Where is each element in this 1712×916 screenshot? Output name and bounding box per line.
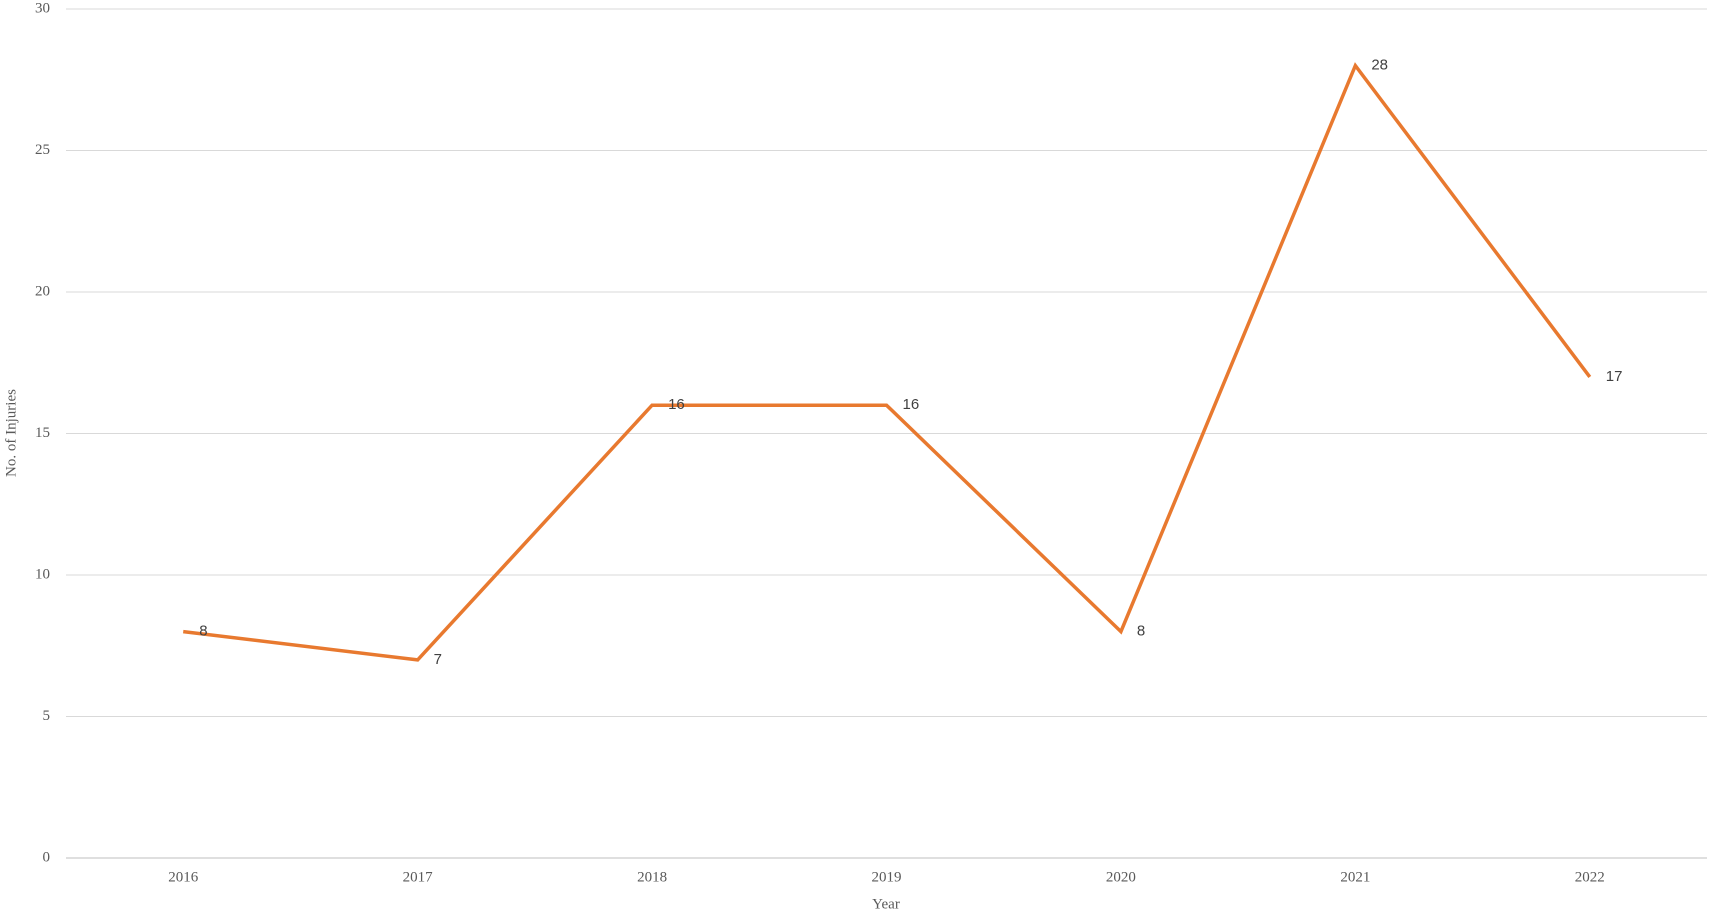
x-tick-label: 2021 <box>1340 869 1370 885</box>
data-label: 16 <box>903 396 920 413</box>
data-label: 17 <box>1606 368 1623 385</box>
data-label: 7 <box>434 651 442 668</box>
x-tick-label: 2022 <box>1575 869 1605 885</box>
x-axis-title: Year <box>872 896 900 912</box>
y-axis-title: No. of Injuries <box>3 389 19 477</box>
y-tick-label: 15 <box>35 425 50 441</box>
data-label: 16 <box>668 396 685 413</box>
data-label: 28 <box>1371 57 1388 74</box>
data-label: 8 <box>199 623 207 640</box>
y-tick-label: 0 <box>43 849 51 865</box>
y-tick-label: 20 <box>35 283 50 299</box>
data-line <box>183 62 1592 662</box>
x-tick-label: 2019 <box>872 869 902 885</box>
x-tick-label: 2020 <box>1106 869 1136 885</box>
y-tick-label: 30 <box>35 0 50 16</box>
y-tick-label: 5 <box>43 708 51 724</box>
y-tick-label: 10 <box>35 566 50 582</box>
data-label: 8 <box>1137 623 1145 640</box>
y-tick-label: 25 <box>35 142 50 158</box>
x-tick-label: 2017 <box>403 869 434 885</box>
x-tick-label: 2018 <box>637 869 667 885</box>
x-tick-label: 2016 <box>168 869 199 885</box>
